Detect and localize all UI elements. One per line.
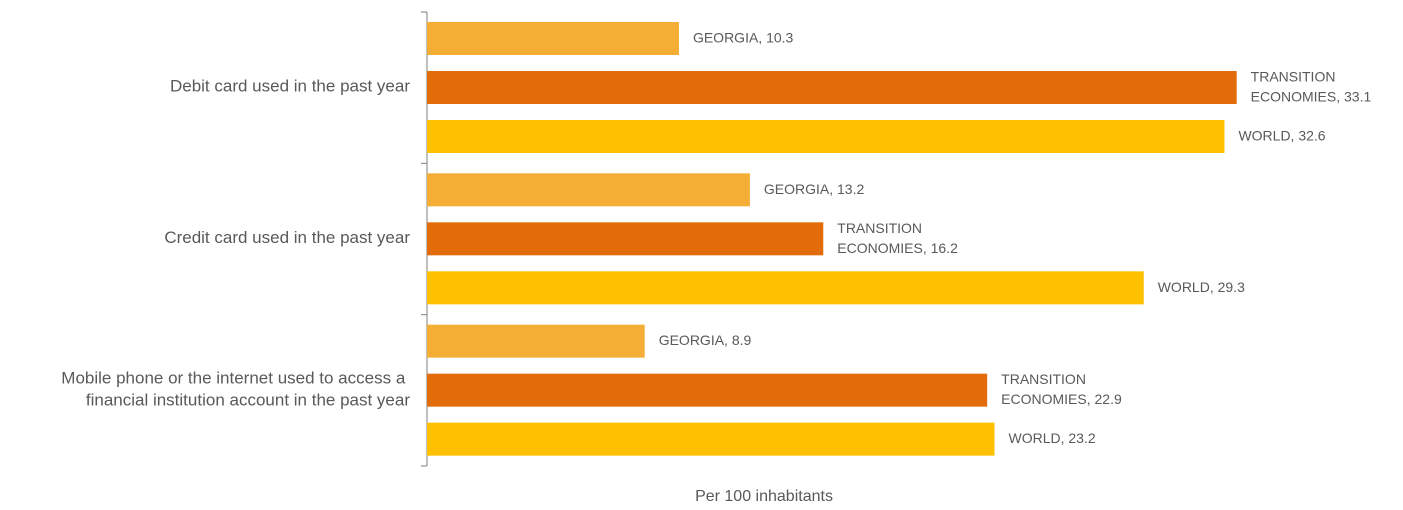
bar [427,324,645,358]
bar [427,71,1237,104]
category-label: Debit card used in the past year [170,77,410,96]
bar [427,22,679,55]
x-axis-title: Per 100 inhabitants [695,488,833,505]
data-label: TRANSITION ECONOMIES, 16.2 [837,220,958,256]
bar [427,422,995,456]
bar [427,120,1225,153]
bar [427,271,1144,305]
data-label: TRANSITION ECONOMIES, 22.9 [1001,371,1122,407]
data-label: GEORGIA, 13.2 [764,181,865,197]
category-label: Mobile phone or the internet used to acc… [61,369,410,410]
bar [427,373,988,407]
data-label: WORLD, 32.6 [1238,127,1325,143]
bar [427,222,824,256]
bar [427,173,750,207]
data-label: GEORGIA, 8.9 [659,332,752,348]
data-label: WORLD, 23.2 [1009,430,1096,446]
data-label: GEORGIA, 10.3 [693,29,794,45]
data-label: WORLD, 29.3 [1158,279,1245,295]
data-label: TRANSITION ECONOMIES, 33.1 [1251,68,1372,104]
category-label: Credit card used in the past year [164,228,410,247]
